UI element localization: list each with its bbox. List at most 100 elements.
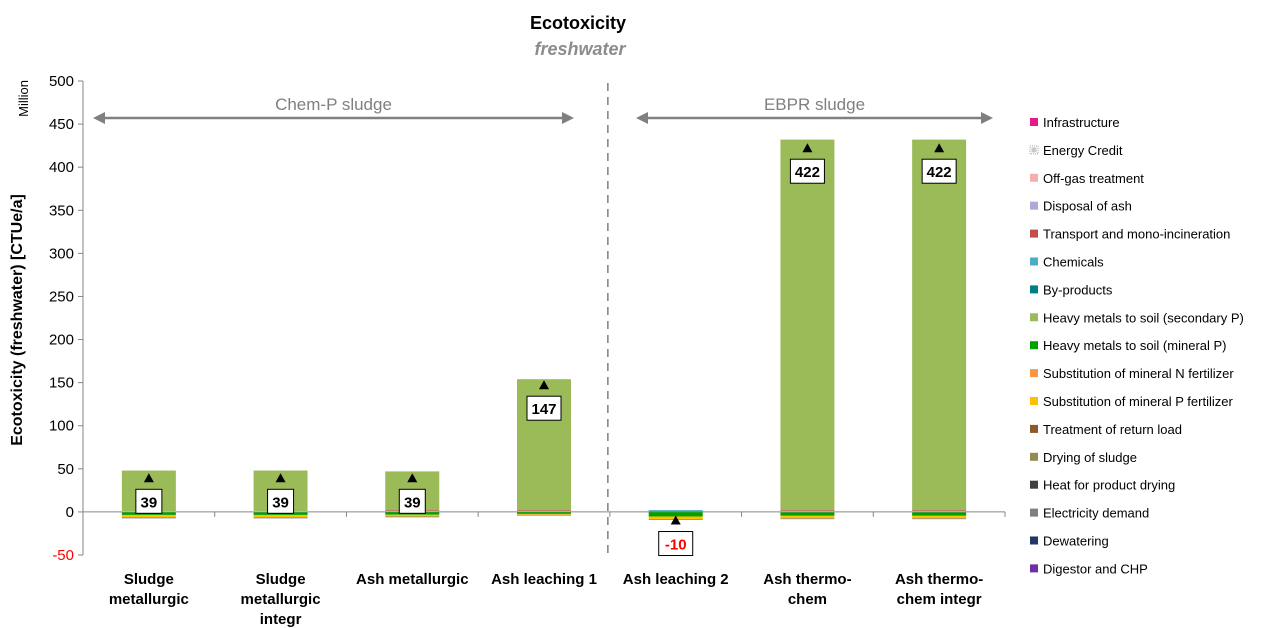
legend-label: Chemicals [1043, 255, 1104, 270]
y-tick-label: -50 [52, 547, 74, 564]
legend-swatch [1030, 341, 1038, 350]
y-tick-label: 0 [66, 504, 74, 521]
net-value-marker [539, 380, 549, 390]
legend-item: Transport and mono-incineration [1030, 227, 1230, 242]
net-value-box [526, 395, 562, 421]
bar-segment [912, 139, 967, 511]
legend-swatch [1030, 285, 1038, 294]
legend-item: Drying of sludge [1030, 450, 1137, 465]
bar-segment [780, 511, 835, 513]
bar-segment [253, 514, 308, 518]
y-tick-label: 200 [49, 332, 74, 349]
y-tick-label: 250 [49, 288, 74, 305]
legend-swatch [1030, 257, 1038, 266]
x-category-line: Sludge [124, 571, 174, 588]
bar-segment [912, 518, 967, 520]
bar-segment [648, 510, 703, 512]
region-arrow-head-left [93, 112, 105, 124]
legend-item: Chemicals [1030, 255, 1104, 270]
legend-swatch [1030, 508, 1038, 517]
legend-label: Energy Credit [1043, 143, 1123, 158]
bar-segment [780, 518, 835, 520]
net-value-label: 39 [404, 494, 421, 511]
bar-segment [121, 517, 176, 519]
net-value-box [921, 158, 957, 184]
legend-swatch [1030, 201, 1038, 210]
bar-segment [912, 511, 967, 512]
net-value-marker [934, 143, 945, 153]
x-category-label: Ash metallurgic [356, 571, 469, 588]
net-value-label: 147 [531, 401, 556, 418]
x-category-line: metallurgic [241, 591, 321, 608]
legend-swatch [1030, 397, 1038, 405]
x-category-label: Sludge metallurgic [109, 571, 189, 608]
net-value-label: -10 [665, 537, 687, 554]
legend-label: Heavy metals to soil (mineral P) [1043, 338, 1227, 353]
legend-label: By-products [1043, 282, 1113, 297]
legend-swatch [1030, 564, 1038, 573]
net-value-box [658, 531, 694, 557]
net-value-label: 422 [795, 164, 820, 181]
bar-segment [912, 515, 967, 519]
legend-item: By-products [1030, 282, 1113, 297]
bar-segment [780, 510, 835, 512]
legend-item: Substitution of mineral N fertilizer [1030, 366, 1234, 381]
legend-label: Treatment of return load [1043, 422, 1182, 437]
legend-label: Electricity demand [1043, 506, 1149, 521]
legend-item: Electricity demand [1030, 506, 1149, 521]
net-value-marker [143, 473, 154, 483]
legend-label: Off-gas treatment [1043, 171, 1144, 186]
bar-stack [780, 139, 835, 520]
legend-item: Dewatering [1030, 534, 1109, 549]
y-tick-label: 450 [49, 116, 74, 133]
x-category-line: Ash thermo- [895, 571, 983, 588]
net-value-label: 422 [927, 164, 952, 181]
bar-segment [517, 514, 571, 516]
chart-title: Ecotoxicity [530, 13, 626, 33]
net-value-label: 39 [272, 494, 289, 511]
x-category-line: Sludge [256, 571, 306, 588]
legend-item: Substitution of mineral P fertilizer [1030, 394, 1233, 409]
x-category-label: Ash leaching 1 [491, 571, 597, 588]
bar-segment [780, 511, 835, 513]
net-value-box [135, 488, 163, 514]
legend-label: Digestor and CHP [1043, 561, 1148, 576]
legend-swatch [1030, 118, 1038, 126]
x-category-line: chem integr [897, 591, 982, 608]
region-arrow-head-right [981, 112, 993, 124]
region-arrow [636, 112, 993, 124]
legend-swatch [1030, 229, 1038, 238]
bar-segment [517, 511, 571, 513]
bar-stack [517, 379, 571, 516]
bar-segment [780, 510, 835, 511]
legend-swatch [1030, 173, 1038, 182]
legend-label: Drying of sludge [1043, 450, 1137, 465]
bar-segment [517, 512, 571, 514]
x-category-line: Ash metallurgic [356, 571, 469, 588]
bar-segment [912, 512, 967, 516]
region-arrow-head-right [562, 112, 574, 124]
y-tick-label: 350 [49, 202, 74, 219]
legend-label: Infrastructure [1043, 115, 1120, 130]
legend-label: Transport and mono-incineration [1043, 227, 1230, 242]
bar-segment [780, 512, 835, 516]
y-tick-label: 300 [49, 245, 74, 262]
net-value-marker [407, 473, 418, 483]
x-category-label: Ash thermo-chem integr [895, 571, 983, 608]
legend-swatch [1030, 452, 1038, 461]
x-category-label: Ash leaching 2 [623, 571, 729, 588]
bar-segment [912, 510, 967, 512]
bar-segment [648, 510, 703, 511]
region-arrow [93, 112, 574, 124]
net-value-box [789, 158, 825, 184]
legend-item: Digestor and CHP [1030, 561, 1148, 576]
bar-segment [385, 514, 440, 517]
x-category-line: Ash leaching 2 [623, 571, 729, 588]
bar-segment [780, 515, 835, 519]
legend-label: Heat for product drying [1043, 478, 1175, 493]
x-category-line: chem [788, 591, 827, 608]
bar-segment [517, 511, 571, 512]
y-tick-label: 100 [49, 418, 74, 435]
legend-swatch-fill [1031, 147, 1037, 153]
